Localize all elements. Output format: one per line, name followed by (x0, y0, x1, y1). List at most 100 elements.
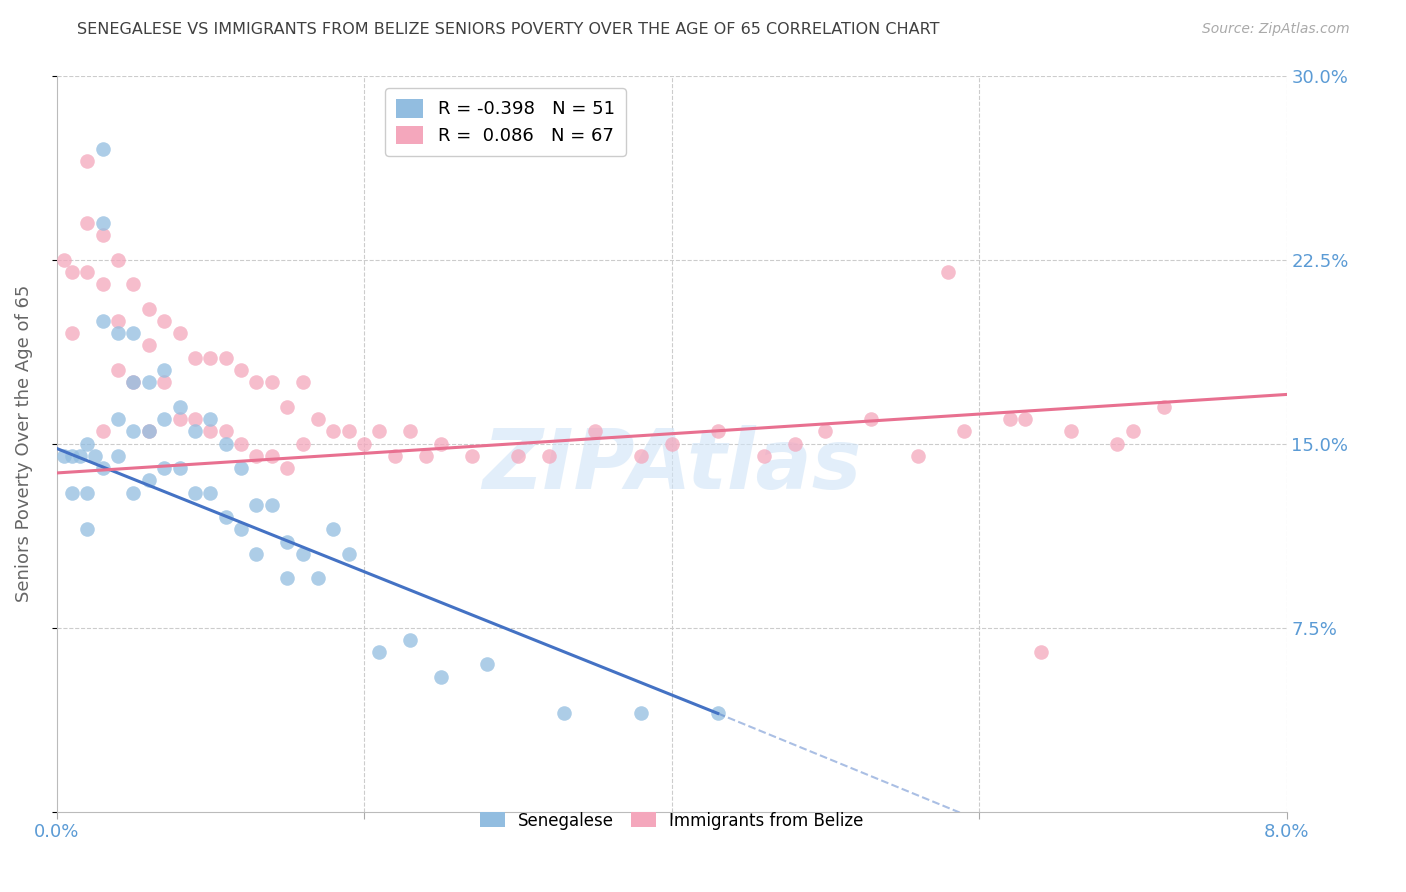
Point (76, 522, 98, 536)
Point (76, 265, 98, 279)
Point (76, 216, 98, 230)
Point (630, 449, 652, 463)
Point (229, 436, 252, 450)
Point (60, 485, 83, 500)
Point (153, 461, 176, 475)
Point (276, 534, 298, 549)
Point (245, 547, 267, 561)
Point (368, 424, 391, 438)
Point (138, 375, 160, 389)
Point (91, 216, 114, 230)
Point (153, 375, 176, 389)
Point (353, 436, 375, 450)
Point (245, 498, 267, 512)
Point (169, 461, 191, 475)
Point (537, 449, 560, 463)
Y-axis label: Seniors Poverty Over the Age of 65: Seniors Poverty Over the Age of 65 (15, 285, 32, 602)
Text: Source: ZipAtlas.com: Source: ZipAtlas.com (1202, 22, 1350, 37)
Point (76, 485, 98, 500)
Point (661, 436, 683, 450)
Legend: Senegalese, Immigrants from Belize: Senegalese, Immigrants from Belize (472, 805, 870, 837)
Point (215, 424, 238, 438)
Point (138, 338, 160, 352)
Point (1029, 645, 1052, 659)
Point (245, 449, 267, 463)
Point (53, 252, 76, 267)
Point (91, 142, 114, 156)
Point (169, 326, 191, 340)
Point (229, 522, 252, 536)
Point (169, 412, 191, 426)
Point (260, 449, 283, 463)
Point (430, 670, 453, 684)
Point (122, 375, 145, 389)
Point (1122, 424, 1144, 438)
Point (322, 424, 344, 438)
Point (60, 449, 83, 463)
Point (200, 351, 222, 365)
Point (215, 510, 238, 524)
Point (200, 485, 222, 500)
Point (200, 412, 222, 426)
Point (506, 449, 529, 463)
Point (430, 436, 453, 450)
Point (706, 706, 728, 721)
Point (461, 449, 484, 463)
Point (630, 706, 652, 721)
Point (260, 375, 283, 389)
Point (122, 277, 145, 291)
Point (184, 485, 207, 500)
Point (337, 547, 360, 561)
Point (307, 412, 329, 426)
Point (307, 571, 329, 585)
Point (91, 227, 114, 242)
Point (215, 436, 238, 450)
Point (291, 436, 314, 450)
Point (276, 461, 298, 475)
Point (1153, 400, 1175, 414)
Point (1107, 436, 1129, 450)
Point (84, 449, 107, 463)
Point (169, 400, 191, 414)
Point (184, 351, 207, 365)
Point (783, 436, 806, 450)
Point (1014, 412, 1036, 426)
Point (91, 461, 114, 475)
Point (184, 424, 207, 438)
Point (60, 265, 83, 279)
Point (368, 645, 391, 659)
Point (337, 424, 360, 438)
Point (138, 301, 160, 316)
Point (138, 424, 160, 438)
Point (107, 449, 129, 463)
Point (184, 412, 207, 426)
Point (229, 461, 252, 475)
Point (153, 363, 176, 377)
Point (415, 449, 437, 463)
Point (122, 375, 145, 389)
Point (260, 498, 283, 512)
Point (107, 412, 129, 426)
Text: SENEGALESE VS IMMIGRANTS FROM BELIZE SENIORS POVERTY OVER THE AGE OF 65 CORRELAT: SENEGALESE VS IMMIGRANTS FROM BELIZE SEN… (77, 22, 939, 37)
Point (399, 424, 422, 438)
Point (1060, 424, 1083, 438)
Point (122, 485, 145, 500)
Point (276, 400, 298, 414)
Point (322, 522, 344, 536)
Point (215, 351, 238, 365)
Point (706, 424, 728, 438)
Point (860, 412, 883, 426)
Point (583, 424, 606, 438)
Point (936, 265, 959, 279)
Point (998, 412, 1021, 426)
Point (107, 363, 129, 377)
Point (91, 424, 114, 438)
Point (107, 314, 129, 328)
Point (107, 252, 129, 267)
Point (475, 657, 498, 672)
Point (245, 375, 267, 389)
Point (384, 449, 406, 463)
Point (122, 424, 145, 438)
Point (122, 326, 145, 340)
Point (952, 424, 974, 438)
